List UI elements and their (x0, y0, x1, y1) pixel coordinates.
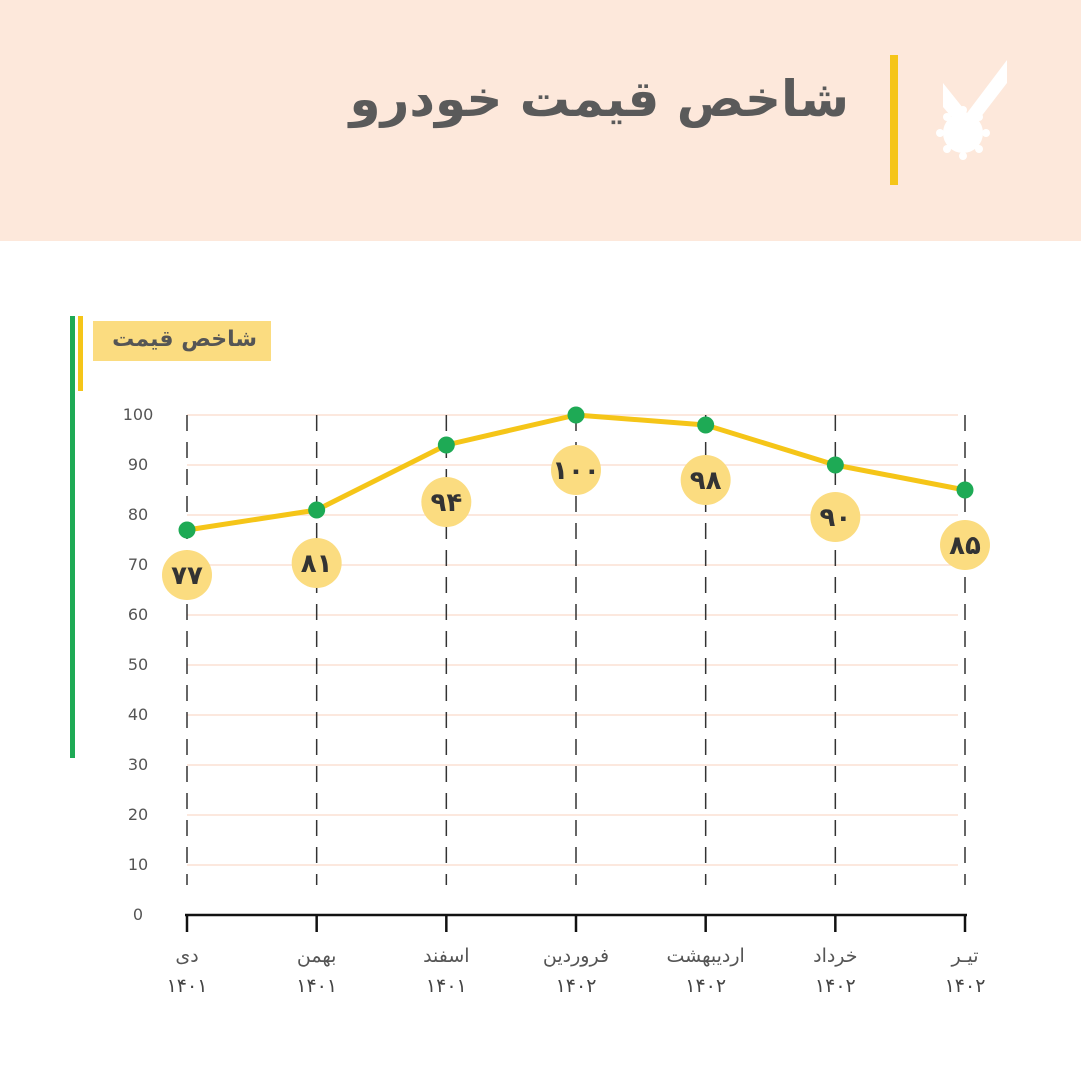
data-label-bubble (291, 538, 342, 588)
x-tick-label-year: ۱۴۰۱ (296, 975, 337, 997)
x-tick-label-month: تیـر (950, 945, 978, 967)
data-point (178, 521, 196, 539)
y-tick-label: 0 (133, 905, 143, 924)
y-axis-title: شاخص قیمت (112, 327, 257, 352)
data-point (956, 481, 974, 499)
y-tick-label: 90 (128, 455, 148, 474)
y-axis-accent-bar (70, 316, 75, 758)
header-banner: شاخص قیمت خودرو (0, 0, 1081, 241)
data-label-bubble (421, 477, 472, 527)
data-label-bubble (162, 550, 212, 600)
data-label-bubble (940, 520, 990, 570)
x-tick-label-year: ۱۴۰۲ (556, 975, 597, 997)
data-label: ۱۰۰ (552, 456, 600, 486)
page-title: شاخص قیمت خودرو (349, 70, 849, 128)
x-tick-label-month: اردیبهشت (667, 945, 745, 967)
y-tick-label: 10 (128, 855, 148, 874)
y-tick-label: 70 (128, 555, 148, 574)
x-tick-label-month: خرداد (813, 945, 857, 967)
x-tick-label-year: ۱۴۰۲ (685, 975, 726, 997)
y-axis-title-box: شاخص قیمت (93, 321, 271, 361)
x-tick-label-month: فروردین (543, 945, 609, 967)
data-label: ۸۱ (301, 549, 333, 579)
y-tick-label: 20 (128, 805, 148, 824)
x-tick-label-year: ۱۴۰۱ (426, 975, 467, 997)
y-tick-label: 50 (128, 655, 148, 674)
data-point (826, 456, 844, 474)
y-axis-accent-tick (78, 316, 83, 391)
data-point (437, 436, 455, 454)
y-tick-label: 100 (123, 405, 154, 424)
x-tick-label-year: ۱۴۰۲ (815, 975, 856, 997)
data-label: ۸۵ (949, 531, 981, 561)
x-tick-label-year: ۱۴۰۲ (945, 975, 986, 997)
data-label-bubble (680, 455, 731, 505)
data-point (567, 406, 585, 424)
x-tick-label-month: اسفند (423, 945, 470, 967)
x-tick-label-month: دی (175, 945, 198, 967)
x-tick-label-month: بهمن (297, 945, 337, 967)
data-label-bubble (810, 492, 861, 542)
data-label: ۷۷ (171, 561, 203, 591)
data-label-bubble (551, 445, 601, 495)
data-point (308, 501, 326, 519)
data-label: ۹۰ (819, 503, 851, 533)
data-label: ۹۸ (690, 466, 722, 496)
y-tick-label: 40 (128, 705, 148, 724)
y-tick-label: 60 (128, 605, 148, 624)
x-tick-label-year: ۱۴۰۱ (167, 975, 208, 997)
y-tick-label: 80 (128, 505, 148, 524)
title-accent-bar (890, 55, 898, 185)
y-tick-label: 30 (128, 755, 148, 774)
check-gear-logo-icon (936, 60, 1007, 160)
data-label: ۹۴ (430, 488, 462, 518)
data-point (697, 416, 715, 434)
